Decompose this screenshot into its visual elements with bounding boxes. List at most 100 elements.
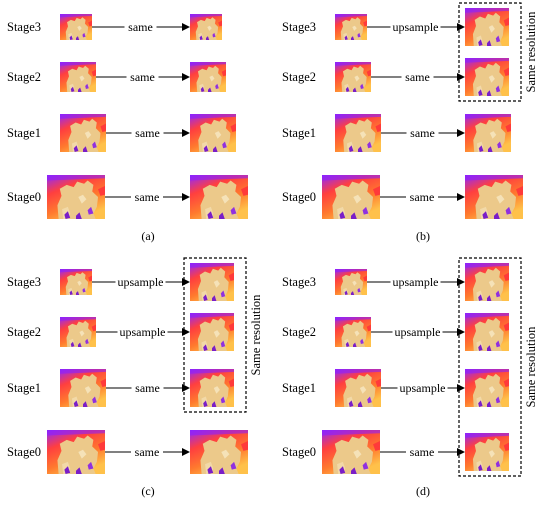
arrow-label: same <box>410 190 435 204</box>
arrow-label-bg <box>406 444 438 459</box>
stage-label: Stage3 <box>7 20 41 34</box>
stage-row: Stage1 same <box>282 114 511 152</box>
panel-caption: (c) <box>141 484 154 498</box>
stage-label: Stage2 <box>7 325 41 339</box>
same-resolution-label: Same resolution <box>249 294 263 376</box>
same-resolution-box <box>458 257 522 477</box>
stage-label: Stage3 <box>282 20 316 34</box>
arrow-label: upsample <box>393 275 439 289</box>
stage-depth-map <box>47 175 105 219</box>
same-resolution-box <box>458 2 522 102</box>
stage-depth-map <box>322 430 380 474</box>
arrow-label-bg <box>131 380 164 395</box>
arrow-label-bg <box>406 125 439 140</box>
stage-depth-map <box>335 14 367 40</box>
stage-label: Stage2 <box>7 70 41 84</box>
stage-row: Stage0 same <box>282 430 509 474</box>
stage-depth-map <box>47 430 105 474</box>
arrow-label-bg <box>397 380 448 395</box>
arrow-label: same <box>130 70 155 84</box>
stage-depth-map <box>335 317 371 347</box>
panel-c: Stage3 upsample Stage2 upsample Stage1 same St… <box>7 257 263 498</box>
stage-depth-map <box>60 114 106 152</box>
panel-caption: (b) <box>416 229 430 243</box>
arrow-label: same <box>135 445 160 459</box>
arrow-label-bg <box>124 19 157 34</box>
output-depth-map <box>190 313 234 351</box>
arrow-label: same <box>410 445 435 459</box>
output-depth-map <box>190 263 234 301</box>
stage-label: Stage1 <box>282 381 316 395</box>
stage-row: Stage3 upsample <box>282 8 509 46</box>
stage-row: Stage0 same <box>282 175 523 219</box>
stage-row: Stage0 same <box>7 175 248 219</box>
panel-d: Stage3 upsample Stage2 upsample Stage1 upsamp… <box>282 257 538 498</box>
output-depth-map <box>465 313 509 351</box>
stage-label: Stage0 <box>282 445 316 459</box>
stage-row: Stage0 same <box>7 430 248 474</box>
stage-row: Stage3 same <box>7 14 222 40</box>
stage-label: Stage3 <box>282 275 316 289</box>
output-depth-map <box>465 8 509 46</box>
same-resolution-label: Same resolution <box>524 11 538 93</box>
stage-row: Stage1 same <box>7 369 234 407</box>
arrow-label: upsample <box>395 325 441 339</box>
stage-label: Stage0 <box>7 445 41 459</box>
output-depth-map <box>190 175 248 219</box>
arrow-label-bg <box>392 324 443 339</box>
arrow-label-bg <box>117 324 168 339</box>
stage-depth-map <box>335 62 371 92</box>
arrow-label: upsample <box>120 325 166 339</box>
output-depth-map <box>465 369 509 407</box>
arrow-label: upsample <box>400 381 446 395</box>
stage-depth-map <box>335 114 381 152</box>
arrow-label: same <box>135 381 160 395</box>
output-depth-map <box>190 430 248 474</box>
stage-depth-map <box>60 317 96 347</box>
stage-depth-map <box>60 269 92 295</box>
stage-row: Stage2 same <box>282 58 509 96</box>
arrow-label: upsample <box>118 275 164 289</box>
panel-caption: (a) <box>141 229 154 243</box>
arrow-label-bg <box>131 189 163 204</box>
output-depth-map <box>190 114 236 152</box>
arrow-label-bg <box>390 274 441 289</box>
stage-depth-map <box>335 369 381 407</box>
same-resolution-label: Same resolution <box>524 326 538 408</box>
arrow-label: same <box>135 126 160 140</box>
arrow-label: same <box>410 126 435 140</box>
output-depth-map <box>465 263 509 301</box>
stage-row: Stage1 upsample <box>282 369 509 407</box>
panels-layer: Stage3 same Stage2 same Stage1 same Stage0 same… <box>7 2 538 498</box>
stage-label: Stage0 <box>7 190 41 204</box>
stage-row: Stage2 upsample <box>7 313 234 351</box>
arrow-label-bg <box>390 19 441 34</box>
panel-a: Stage3 same Stage2 same Stage1 same Stage0 same… <box>7 14 248 243</box>
same-resolution-box <box>183 257 247 413</box>
stage-label: Stage2 <box>282 325 316 339</box>
arrow-label: upsample <box>393 20 439 34</box>
stage-depth-map <box>335 269 367 295</box>
output-depth-map <box>465 175 523 219</box>
arrow-label: same <box>128 20 153 34</box>
stage-row: Stage2 same <box>7 62 226 92</box>
output-depth-map <box>190 14 222 40</box>
output-depth-map <box>465 433 509 471</box>
output-depth-map <box>465 58 509 96</box>
stage-row: Stage1 same <box>7 114 236 152</box>
arrow-label-bg <box>131 125 164 140</box>
stage-depth-map <box>60 62 96 92</box>
stage-label: Stage1 <box>282 126 316 140</box>
arrow-label-bg <box>131 444 163 459</box>
arrow-label-bg <box>401 69 434 84</box>
output-depth-map <box>465 114 511 152</box>
stage-depth-map <box>60 369 106 407</box>
stage-depth-map <box>60 14 92 40</box>
arrow-label-bg <box>126 69 159 84</box>
arrow-label-bg <box>115 274 166 289</box>
stage-row: Stage3 upsample <box>7 263 234 301</box>
stage-label: Stage3 <box>7 275 41 289</box>
stage-row: Stage2 upsample <box>282 313 509 351</box>
